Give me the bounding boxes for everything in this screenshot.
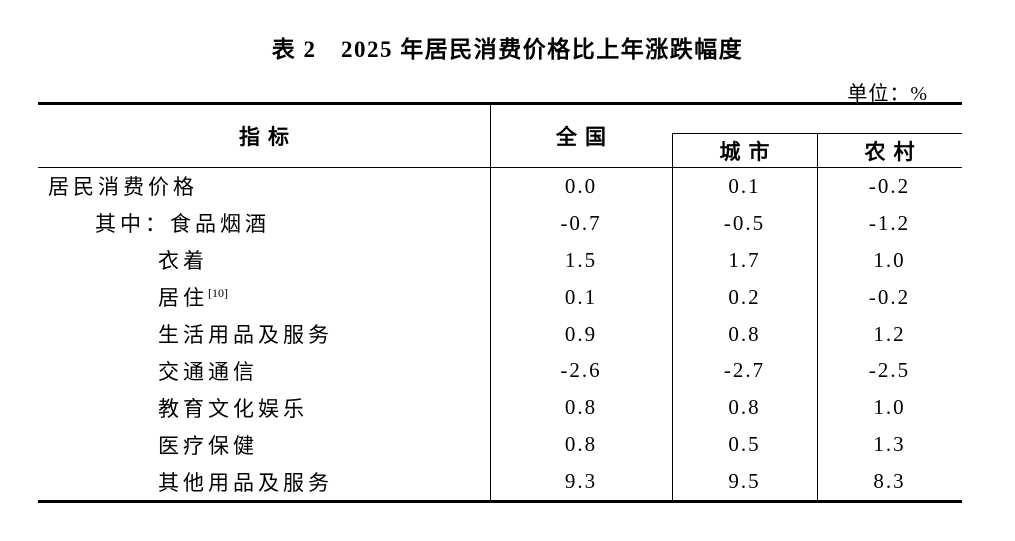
- cpi-table: 指标 全国 城市 农村 居民消费价格 0.0 0.1 -0.2 其中：食品烟酒 …: [38, 102, 962, 503]
- row-label: 居民消费价格: [38, 171, 490, 201]
- row-label-text: 居民消费价格: [48, 175, 198, 200]
- divider-urban-rural: [817, 133, 818, 500]
- value-urban: 9.5: [728, 469, 761, 494]
- value-urban: 0.5: [728, 432, 761, 457]
- row-label: 衣着: [38, 245, 490, 275]
- table-row: 居住[10] 0.1 0.2 -0.2: [38, 279, 962, 316]
- value-rural: -1.2: [868, 210, 911, 235]
- row-label: 生活用品及服务: [38, 319, 490, 349]
- table-top-rule: [38, 102, 962, 105]
- value-rural: 1.0: [873, 247, 906, 272]
- value-urban: -0.5: [723, 210, 766, 235]
- value-national: 0.0: [564, 173, 598, 198]
- table-row: 教育文化娱乐 0.8 0.8 1.0: [38, 389, 962, 426]
- row-label-text: 其他用品及服务: [158, 470, 333, 495]
- row-label-text: 生活用品及服务: [158, 323, 333, 347]
- value-national: 0.8: [564, 395, 598, 420]
- value-national: -0.7: [560, 210, 602, 235]
- value-urban: 0.2: [728, 284, 761, 309]
- unit-label: 单位：%: [847, 83, 928, 105]
- divider-national-urban: [672, 133, 673, 500]
- footnote-marker: [10]: [208, 286, 228, 301]
- row-label-text: 交通通信: [158, 359, 258, 384]
- row-label-text: 教育文化娱乐: [158, 396, 308, 421]
- value-national: 0.1: [564, 284, 598, 309]
- row-label: 居住[10]: [38, 282, 490, 312]
- row-label: 教育文化娱乐: [38, 393, 490, 423]
- row-label-text: 医疗保健: [158, 433, 258, 458]
- col-header-indicator: 指标: [239, 125, 297, 149]
- value-national: 0.9: [564, 321, 598, 346]
- value-rural: -0.2: [868, 173, 911, 198]
- value-rural: 1.3: [873, 432, 906, 457]
- value-urban: 0.8: [728, 395, 761, 420]
- table-row: 医疗保健 0.8 0.5 1.3: [38, 426, 962, 463]
- table-bottom-rule: [38, 500, 962, 503]
- table-title: 表 2 2025 年居民消费价格比上年涨跌幅度: [271, 37, 744, 62]
- value-rural: -0.2: [868, 284, 911, 309]
- value-urban: 0.8: [728, 321, 761, 346]
- row-label: 其他用品及服务: [38, 467, 490, 497]
- header-bottom-line: [38, 167, 962, 168]
- table-row: 交通通信 -2.6 -2.7 -2.5: [38, 352, 962, 389]
- row-label: 医疗保健: [38, 430, 490, 460]
- col-header-urban: 城市: [719, 139, 778, 164]
- value-urban: -2.7: [723, 358, 766, 383]
- col-header-national: 全国: [556, 125, 614, 149]
- table-row: 其他用品及服务 9.3 9.5 8.3: [38, 463, 962, 500]
- value-national: 0.8: [564, 432, 598, 457]
- value-urban: 1.7: [728, 247, 761, 272]
- table-row: 其中：食品烟酒 -0.7 -0.5 -1.2: [38, 205, 962, 242]
- value-rural: 1.2: [873, 321, 906, 346]
- row-label-text: 居住: [158, 286, 208, 311]
- table-row: 生活用品及服务 0.9 0.8 1.2: [38, 316, 962, 353]
- row-label-text: 其中：食品烟酒: [95, 212, 270, 237]
- col-header-rural: 农村: [864, 139, 923, 164]
- row-label: 交通通信: [38, 356, 490, 386]
- value-rural: -2.5: [868, 358, 911, 383]
- divider-indicator-national: [490, 102, 491, 500]
- value-national: -2.6: [560, 358, 602, 383]
- value-national: 9.3: [564, 469, 598, 494]
- row-label-text: 衣着: [158, 249, 208, 274]
- row-label: 其中：食品烟酒: [38, 208, 490, 238]
- table-row: 居民消费价格 0.0 0.1 -0.2: [38, 168, 962, 205]
- table-body: 居民消费价格 0.0 0.1 -0.2 其中：食品烟酒 -0.7 -0.5 -1…: [38, 168, 962, 500]
- value-rural: 8.3: [873, 469, 906, 494]
- value-urban: 0.1: [728, 173, 761, 198]
- value-national: 1.5: [564, 247, 598, 272]
- table-row: 衣着 1.5 1.7 1.0: [38, 242, 962, 279]
- value-rural: 1.0: [873, 395, 906, 420]
